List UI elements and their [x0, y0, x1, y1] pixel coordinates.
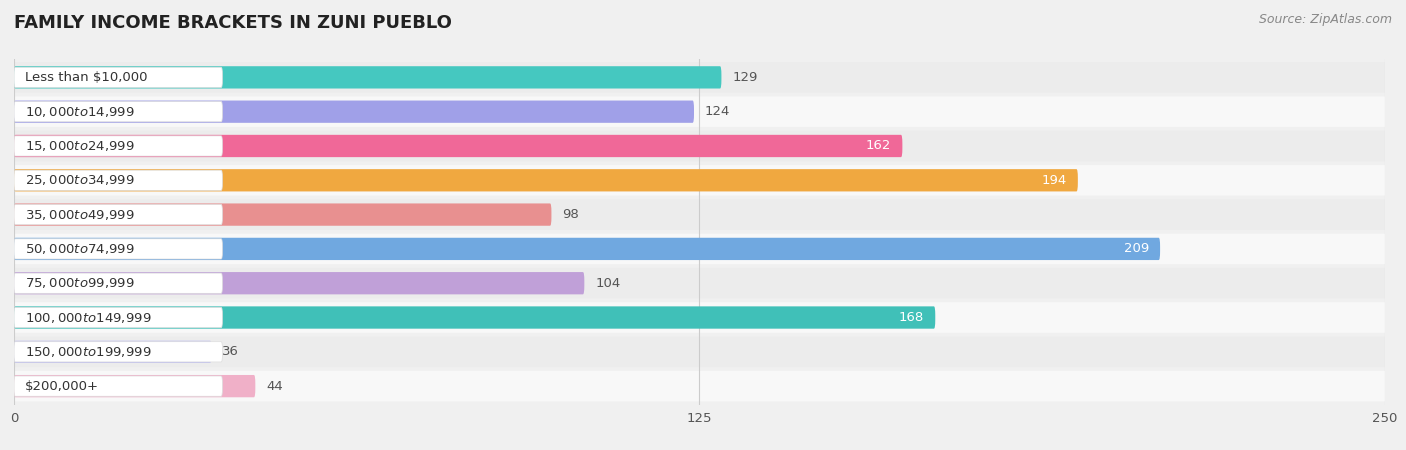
FancyBboxPatch shape: [14, 102, 222, 122]
FancyBboxPatch shape: [14, 169, 1078, 191]
FancyBboxPatch shape: [14, 170, 222, 190]
FancyBboxPatch shape: [3, 268, 1396, 298]
FancyBboxPatch shape: [14, 67, 222, 87]
Text: 98: 98: [562, 208, 579, 221]
FancyBboxPatch shape: [14, 307, 222, 328]
FancyBboxPatch shape: [14, 239, 222, 259]
FancyBboxPatch shape: [14, 203, 551, 226]
FancyBboxPatch shape: [14, 135, 903, 157]
FancyBboxPatch shape: [3, 62, 1396, 93]
Text: 124: 124: [704, 105, 730, 118]
Text: $50,000 to $74,999: $50,000 to $74,999: [25, 242, 135, 256]
FancyBboxPatch shape: [14, 100, 695, 123]
Text: 168: 168: [898, 311, 924, 324]
Text: 129: 129: [733, 71, 758, 84]
Text: $75,000 to $99,999: $75,000 to $99,999: [25, 276, 135, 290]
FancyBboxPatch shape: [3, 302, 1396, 333]
FancyBboxPatch shape: [3, 371, 1396, 401]
Text: $10,000 to $14,999: $10,000 to $14,999: [25, 105, 135, 119]
Text: $35,000 to $49,999: $35,000 to $49,999: [25, 207, 135, 221]
Text: Source: ZipAtlas.com: Source: ZipAtlas.com: [1258, 14, 1392, 27]
Text: $150,000 to $199,999: $150,000 to $199,999: [25, 345, 152, 359]
FancyBboxPatch shape: [3, 130, 1396, 161]
Text: 194: 194: [1042, 174, 1067, 187]
FancyBboxPatch shape: [3, 96, 1396, 127]
FancyBboxPatch shape: [14, 238, 1160, 260]
FancyBboxPatch shape: [14, 375, 256, 397]
FancyBboxPatch shape: [3, 165, 1396, 196]
FancyBboxPatch shape: [14, 204, 222, 225]
Text: Less than $10,000: Less than $10,000: [25, 71, 148, 84]
FancyBboxPatch shape: [3, 199, 1396, 230]
FancyBboxPatch shape: [14, 136, 222, 156]
Text: 44: 44: [266, 380, 283, 393]
FancyBboxPatch shape: [14, 306, 935, 328]
Text: 104: 104: [595, 277, 620, 290]
Text: $25,000 to $34,999: $25,000 to $34,999: [25, 173, 135, 187]
Text: $100,000 to $149,999: $100,000 to $149,999: [25, 310, 152, 324]
FancyBboxPatch shape: [14, 341, 211, 363]
Text: 209: 209: [1123, 243, 1149, 256]
Text: 162: 162: [866, 140, 891, 153]
FancyBboxPatch shape: [14, 66, 721, 89]
Text: $15,000 to $24,999: $15,000 to $24,999: [25, 139, 135, 153]
Text: $200,000+: $200,000+: [25, 380, 98, 393]
Text: 36: 36: [222, 345, 239, 358]
Text: FAMILY INCOME BRACKETS IN ZUNI PUEBLO: FAMILY INCOME BRACKETS IN ZUNI PUEBLO: [14, 14, 451, 32]
FancyBboxPatch shape: [3, 337, 1396, 367]
FancyBboxPatch shape: [14, 342, 222, 362]
FancyBboxPatch shape: [3, 234, 1396, 264]
FancyBboxPatch shape: [14, 273, 222, 293]
FancyBboxPatch shape: [14, 376, 222, 396]
FancyBboxPatch shape: [14, 272, 585, 294]
